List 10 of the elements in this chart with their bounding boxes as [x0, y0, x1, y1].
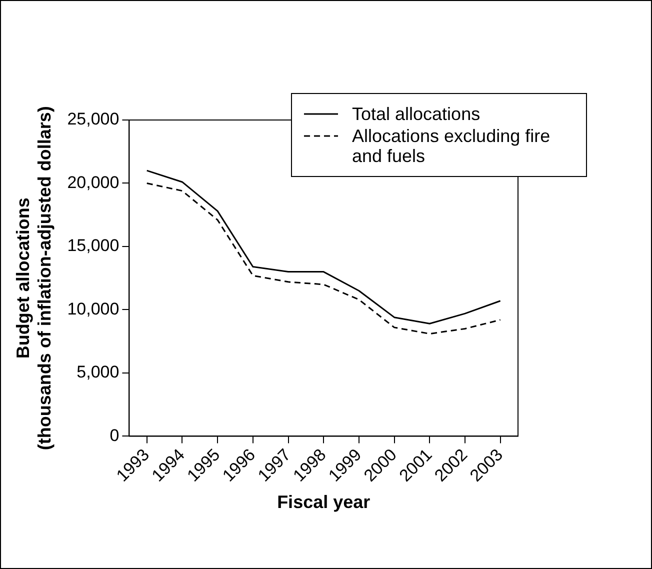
y-tick-label: 10,000: [67, 299, 120, 318]
y-tick-label: 20,000: [67, 172, 120, 192]
y-tick-label: 5,000: [76, 362, 120, 382]
x-axis-title: Fiscal year: [277, 492, 370, 512]
y-tick-label: 15,000: [67, 236, 120, 256]
legend-label: Allocations excluding fire and fuels: [352, 126, 552, 166]
y-axis-title: Budget allocations (thousands of inflation-adjusted dollars): [12, 106, 54, 450]
legend-label: Total allocations: [352, 104, 480, 124]
y-tick-label: 25,000: [67, 110, 120, 129]
y-tick-label: 0: [110, 426, 120, 445]
